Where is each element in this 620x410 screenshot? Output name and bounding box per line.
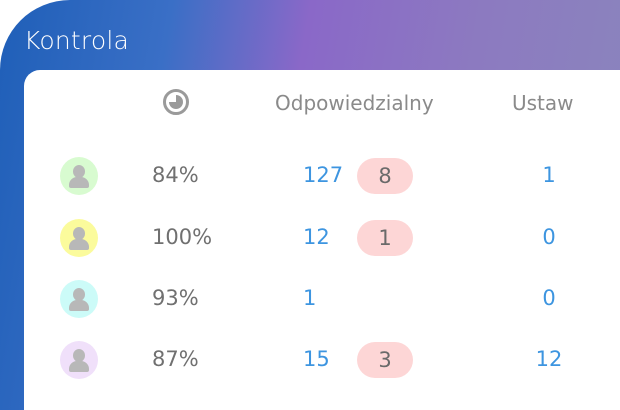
percent-value: 84% xyxy=(152,163,199,187)
percent-value: 87% xyxy=(152,347,199,371)
table-row[interactable]: 93% 1 0 xyxy=(0,279,620,319)
user-icon xyxy=(73,349,85,362)
user-icon xyxy=(73,227,85,240)
page-title: Kontrola xyxy=(24,26,129,55)
table-row[interactable]: 87% 15 3 12 xyxy=(0,340,620,380)
column-header-responsible: Odpowiedzialny xyxy=(275,91,434,115)
responsible-count[interactable]: 15 xyxy=(303,347,330,371)
set-count[interactable]: 1 xyxy=(542,163,556,187)
responsible-count[interactable]: 12 xyxy=(303,225,330,249)
user-icon xyxy=(73,165,85,178)
avatar xyxy=(60,157,98,195)
overdue-badge[interactable]: 1 xyxy=(357,220,413,256)
clock-icon xyxy=(163,89,189,115)
column-header-set: Ustaw xyxy=(512,91,574,115)
percent-value: 100% xyxy=(152,225,213,249)
table-row[interactable]: 100% 12 1 0 xyxy=(0,218,620,258)
avatar xyxy=(60,280,98,318)
set-count[interactable]: 0 xyxy=(542,286,556,310)
avatar xyxy=(60,219,98,257)
responsible-count[interactable]: 127 xyxy=(303,163,344,187)
avatar xyxy=(60,341,98,379)
set-count[interactable]: 12 xyxy=(535,347,563,371)
percent-value: 93% xyxy=(152,286,199,310)
overdue-badge[interactable]: 3 xyxy=(357,342,413,378)
set-count[interactable]: 0 xyxy=(542,225,556,249)
responsible-count[interactable]: 1 xyxy=(303,286,317,310)
table-row[interactable]: 84% 127 8 1 xyxy=(0,156,620,196)
overdue-badge[interactable]: 8 xyxy=(357,158,413,194)
control-card xyxy=(24,70,620,410)
user-icon xyxy=(73,288,85,301)
